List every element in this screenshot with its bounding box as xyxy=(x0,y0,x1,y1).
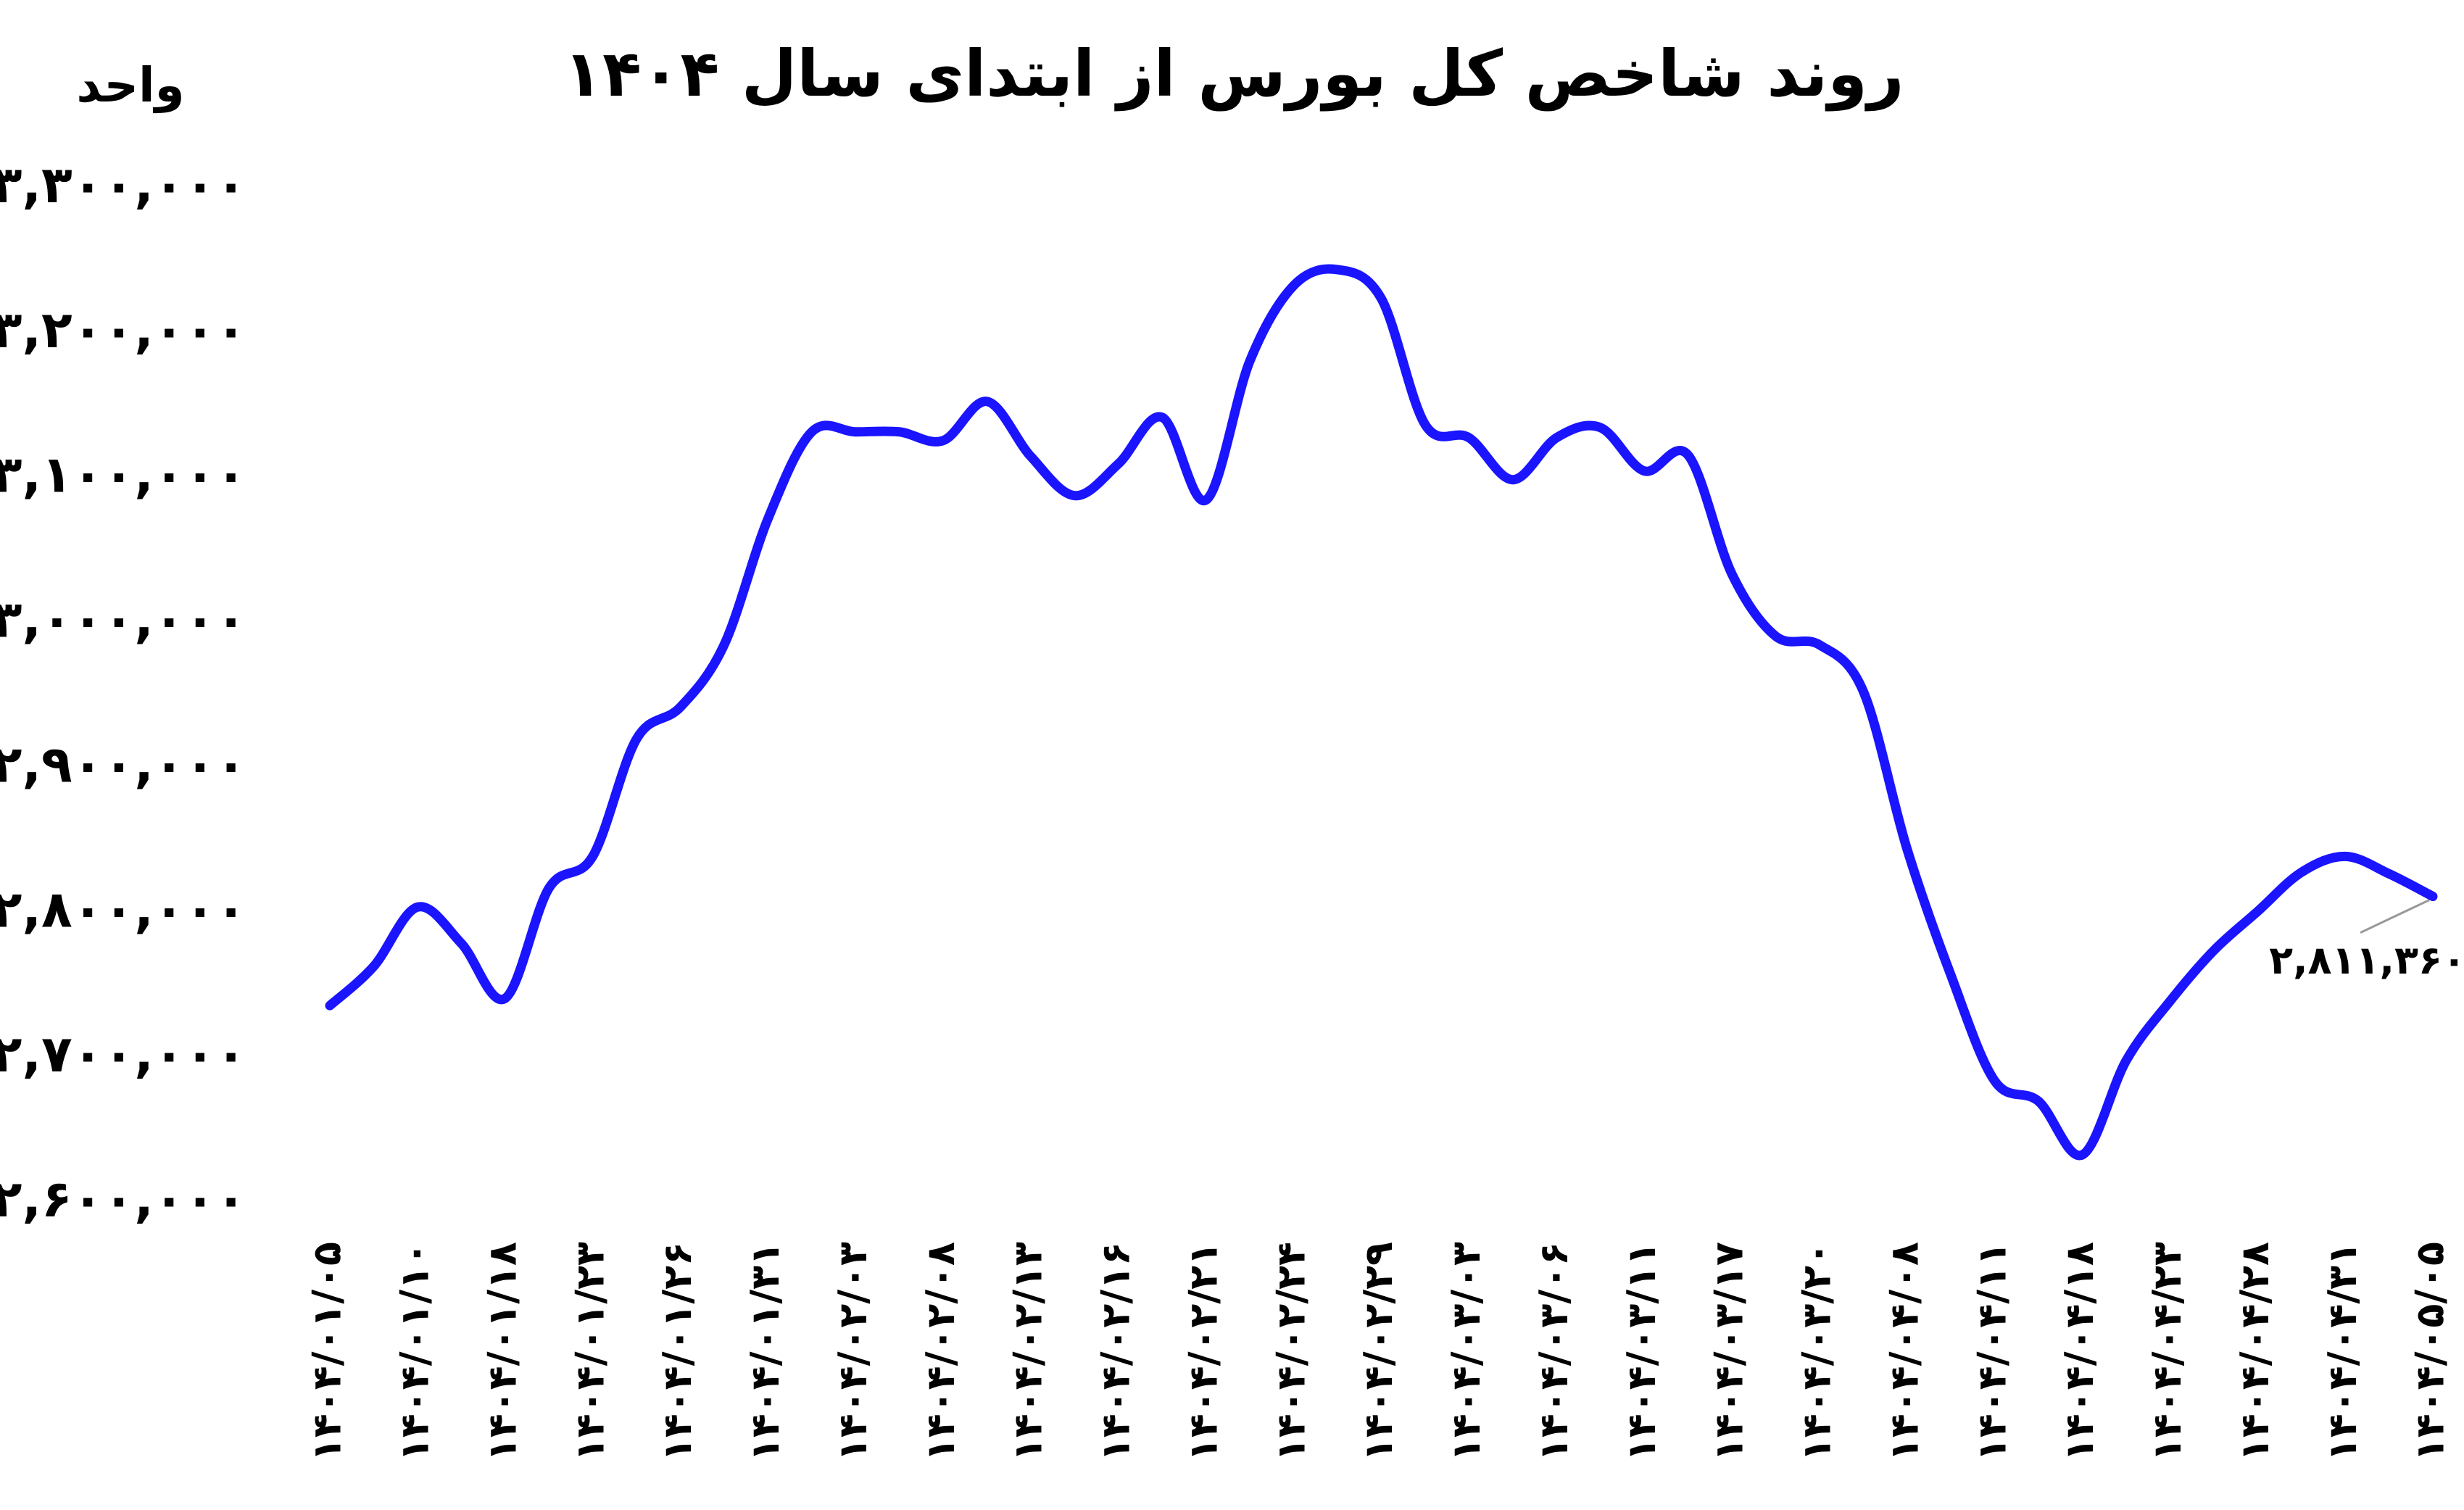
data-line xyxy=(325,264,2438,1161)
x-tick-label: ۱۴۰۴/۰۲/۱۳ xyxy=(1005,1242,1051,1461)
x-tick-label: ۱۴۰۴/۰۵/۰۵ xyxy=(2407,1242,2453,1461)
x-tick-label: ۱۴۰۴/۰۲/۱۶ xyxy=(1093,1242,1139,1461)
y-tick-label: ۲,۷۰۰,۰۰۰ xyxy=(0,1024,246,1084)
x-tick-label: ۱۴۰۴/۰۲/۲۹ xyxy=(1356,1242,1401,1461)
x-tick-label: ۱۴۰۴/۰۱/۰۵ xyxy=(304,1242,350,1461)
x-tick-label: ۱۴۰۴/۰۲/۰۸ xyxy=(918,1242,963,1461)
y-tick-label: ۳,۱۰۰,۰۰۰ xyxy=(0,445,246,505)
x-tick-label: ۱۴۰۴/۰۴/۲۳ xyxy=(2144,1242,2190,1461)
x-tick-label: ۱۴۰۴/۰۳/۱۷ xyxy=(1706,1242,1752,1461)
x-tick-label: ۱۴۰۴/۰۳/۲۰ xyxy=(1794,1242,1840,1461)
x-tick-label: ۱۴۰۴/۰۱/۱۸ xyxy=(479,1242,525,1461)
data-label: ۲,۸۱۱,۳۶۰ xyxy=(2269,937,2464,983)
x-tick-label: ۱۴۰۴/۰۱/۲۶ xyxy=(655,1242,700,1461)
y-tick-label: ۳,۳۰۰,۰۰۰ xyxy=(0,155,246,215)
x-tick-label: ۱۴۰۴/۰۱/۱۰ xyxy=(392,1242,438,1461)
x-tick-label: ۱۴۰۴/۰۴/۲۸ xyxy=(2232,1242,2278,1461)
y-tick-label: ۳,۰۰۰,۰۰۰ xyxy=(0,590,246,650)
y-tick-label: ۲,۸۰۰,۰۰۰ xyxy=(0,879,246,939)
x-tick-label: ۱۴۰۴/۰۴/۱۸ xyxy=(2057,1242,2102,1461)
x-tick-label: ۱۴۰۴/۰۴/۱۱ xyxy=(1969,1242,2015,1461)
chart-title: روند شاخص کل بورس از ابتدای سال ۱۴۰۴ xyxy=(563,36,1904,112)
x-tick-label: ۱۴۰۴/۰۳/۱۱ xyxy=(1619,1242,1664,1461)
x-tick-label: ۱۴۰۴/۰۴/۳۱ xyxy=(2320,1242,2365,1461)
x-tick-label: ۱۴۰۴/۰۲/۲۱ xyxy=(1180,1242,1226,1461)
x-tick-label: ۱۴۰۴/۰۲/۰۳ xyxy=(830,1242,876,1461)
y-tick-label: ۲,۶۰۰,۰۰۰ xyxy=(0,1169,246,1229)
y-tick-label: ۲,۹۰۰,۰۰۰ xyxy=(0,734,246,794)
y-tick-label: ۳,۲۰۰,۰۰۰ xyxy=(0,300,246,360)
x-tick-label: ۱۴۰۴/۰۲/۲۴ xyxy=(1268,1242,1314,1461)
x-tick-label: ۱۴۰۴/۰۳/۰۶ xyxy=(1531,1242,1577,1461)
leader-line xyxy=(2360,899,2430,934)
x-tick-label: ۱۴۰۴/۰۱/۳۱ xyxy=(742,1242,788,1461)
y-axis-title: واحد xyxy=(76,57,184,114)
x-tick-label: ۱۴۰۴/۰۴/۰۸ xyxy=(1881,1242,1927,1461)
x-tick-label: ۱۴۰۴/۰۳/۰۳ xyxy=(1443,1242,1489,1461)
x-tick-label: ۱۴۰۴/۰۱/۲۳ xyxy=(567,1242,613,1461)
